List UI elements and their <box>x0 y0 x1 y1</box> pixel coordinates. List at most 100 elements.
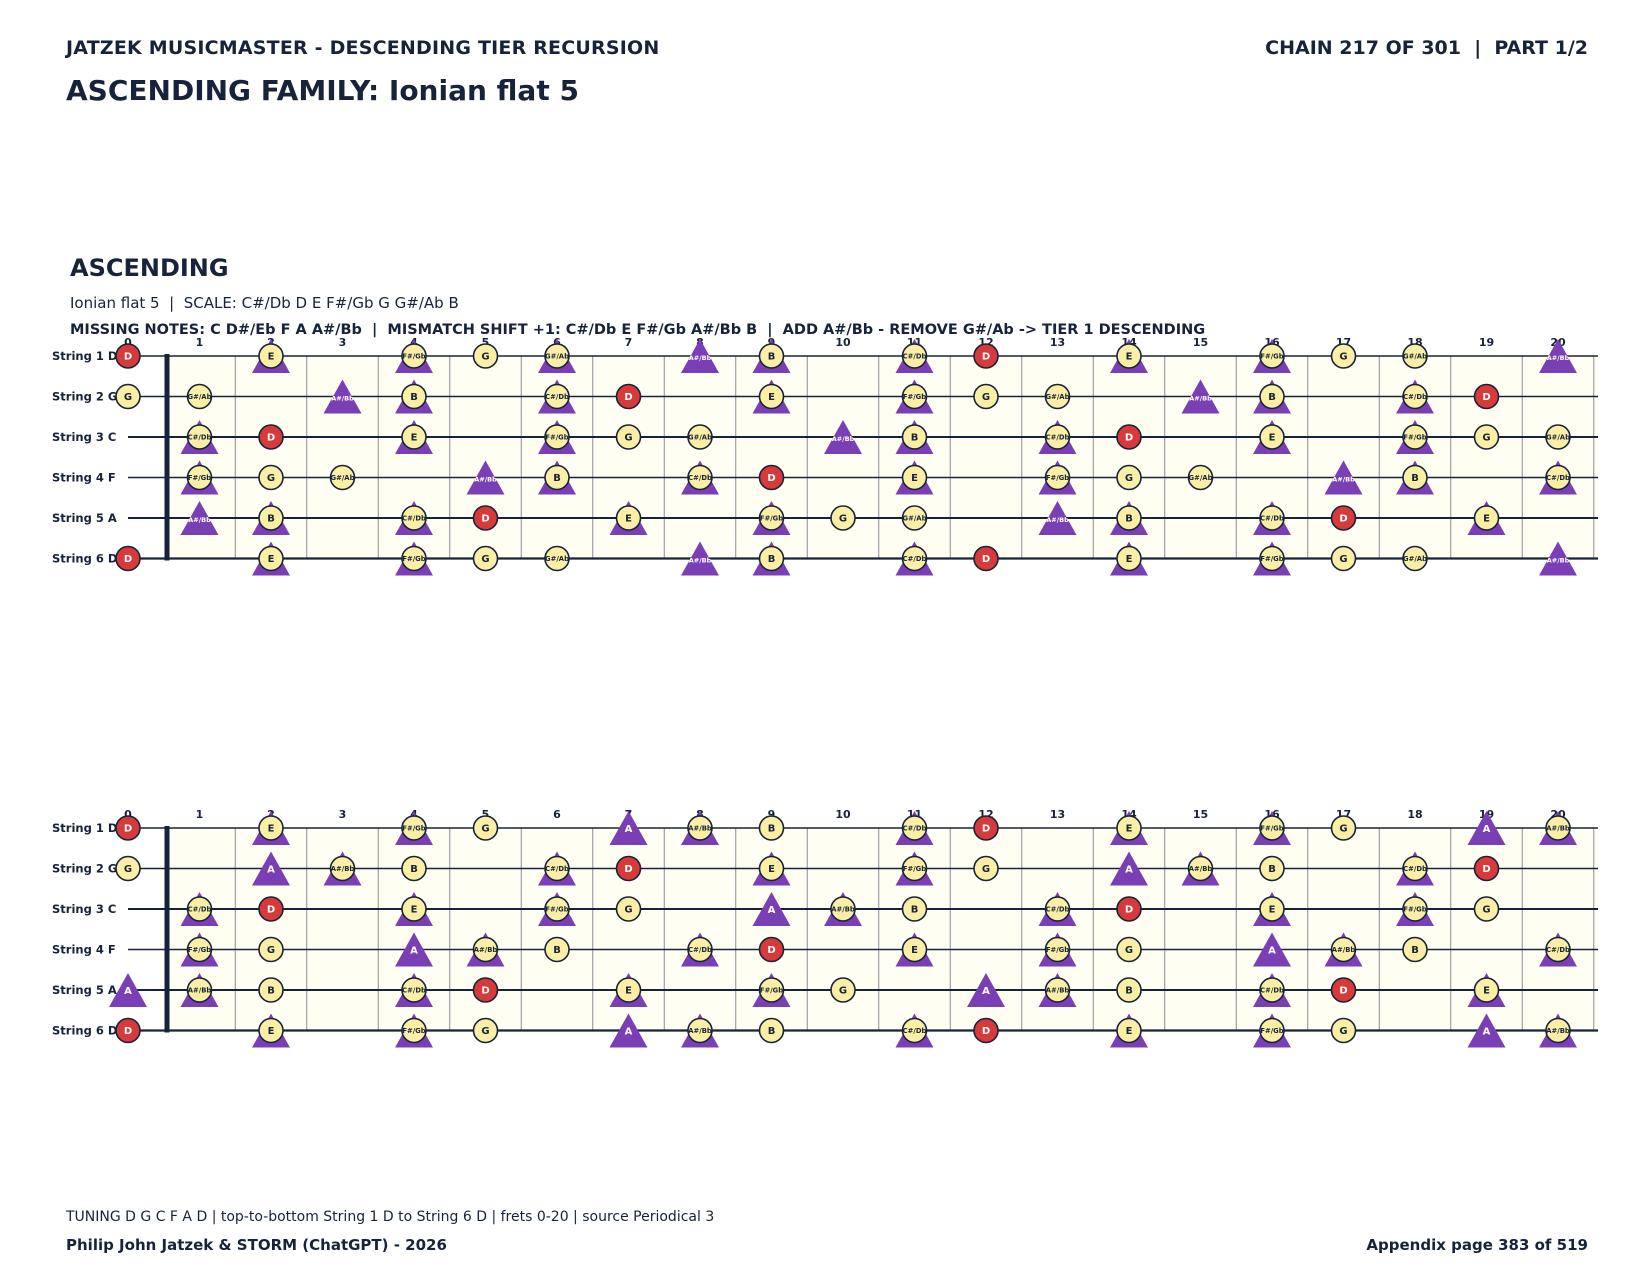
note-label: D <box>982 554 990 565</box>
note-label: F#/Gb <box>1260 555 1283 563</box>
note-label: A#/Bb <box>331 395 354 403</box>
note-label: A#/Bb <box>474 946 498 954</box>
scale-note-dot <box>401 545 427 572</box>
note-label: C#/Db <box>903 1027 927 1035</box>
note-label: D <box>767 945 775 956</box>
note-label: B <box>768 352 776 363</box>
fret-number: 1 <box>196 336 204 349</box>
note-label: G <box>624 905 632 916</box>
note-label: B <box>1411 473 1419 484</box>
note-label: B <box>1125 986 1133 997</box>
note-label: G#/Ab <box>688 434 712 442</box>
scale-note-dot <box>973 855 999 882</box>
note-label: D <box>481 514 489 525</box>
tier-marker-triangle <box>609 1013 648 1048</box>
note-label: G#/Ab <box>903 515 927 523</box>
tier-marker-triangle <box>1110 851 1148 886</box>
root-note-dot <box>115 343 141 369</box>
note-label: F#/Gb <box>188 946 211 954</box>
note-label: F#/Gb <box>760 987 783 995</box>
scale-note-dot <box>1187 855 1214 882</box>
scale-note-dot <box>1402 545 1428 572</box>
root-note-dot <box>115 545 141 572</box>
scale-note-dot <box>1402 936 1428 963</box>
scale-note-dot <box>758 383 785 410</box>
footer-credit: Philip John Jatzek & STORM (ChatGPT) - 2… <box>66 1236 447 1254</box>
scale-note-dot <box>472 1017 499 1044</box>
fret-number: 13 <box>1050 336 1065 349</box>
note-label: D <box>982 824 990 835</box>
scale-note-dot <box>1116 936 1142 963</box>
note-label: G <box>982 392 990 403</box>
scale-note-dot <box>901 343 928 369</box>
scale-note-dot <box>186 896 213 922</box>
note-label: E <box>1269 433 1276 444</box>
fret-number: 6 <box>553 808 561 821</box>
scale-note-dot <box>1259 855 1285 882</box>
note-label: G <box>1125 473 1133 484</box>
fret-number: 0 <box>124 808 132 821</box>
root-note-dot <box>1116 424 1142 450</box>
note-label: C#/Db <box>1546 946 1570 954</box>
note-label: F#/Gb <box>903 393 926 401</box>
note-label: A#/Bb <box>831 906 855 914</box>
scale-note-dot <box>544 855 570 882</box>
note-label: A#/Bb <box>331 865 355 873</box>
root-note-dot <box>1473 855 1500 882</box>
family-title: ASCENDING FAMILY: Ionian flat 5 <box>66 74 579 107</box>
note-label: D <box>982 1026 990 1037</box>
note-label: A#/Bb <box>1189 395 1212 403</box>
note-label: G#/Ab <box>331 474 355 482</box>
note-label: G <box>624 433 632 444</box>
note-label: B <box>267 514 275 525</box>
missing-notes-line: MISSING NOTES: C D#/Eb F A A#/Bb | MISMA… <box>70 322 1206 338</box>
scale-note-dot <box>401 815 427 841</box>
note-label: A <box>768 905 776 916</box>
fret-number: 3 <box>339 808 347 821</box>
note-label: D <box>124 1026 132 1037</box>
note-label: E <box>268 554 275 565</box>
note-label: F#/Gb <box>402 555 425 563</box>
note-label: E <box>625 514 632 525</box>
string-label: String 4 F <box>52 471 116 485</box>
note-label: F#/Gb <box>1260 1027 1283 1035</box>
scale-note-dot <box>472 936 499 963</box>
tier-marker-triangle <box>967 973 1005 1007</box>
scale-note-dot <box>758 343 785 369</box>
note-label: B <box>911 433 919 444</box>
note-label: A <box>1268 946 1276 957</box>
fretboard-diagram-bottom: 01234567891011121314151617181920String 1… <box>52 808 1598 1048</box>
scale-note-dot <box>901 936 928 963</box>
note-label: F#/Gb <box>545 434 568 442</box>
scale-note-dot <box>329 855 356 882</box>
note-label: E <box>1126 554 1133 565</box>
note-label: A <box>410 946 418 957</box>
note-label: F#/Gb <box>1046 474 1069 482</box>
note-label: A#/Bb <box>689 557 712 565</box>
note-label: E <box>268 352 275 363</box>
scale-note-dot <box>758 505 785 531</box>
tier-marker-triangle <box>609 811 648 845</box>
header-title: JATZEK MUSICMASTER - DESCENDING TIER REC… <box>66 37 660 59</box>
root-note-dot <box>758 464 785 491</box>
note-label: G <box>481 824 489 835</box>
note-label: E <box>1126 1026 1133 1037</box>
note-label: B <box>1125 514 1133 525</box>
note-label: G#/Ab <box>1546 434 1570 442</box>
note-label: E <box>911 473 918 484</box>
note-label: A#/Bb <box>1546 825 1570 833</box>
scale-note-dot <box>615 977 642 1003</box>
note-label: A#/Bb <box>188 516 211 524</box>
note-label: A#/Bb <box>474 476 497 484</box>
string-label: String 5 A <box>52 511 117 525</box>
scale-note-dot <box>1116 505 1142 531</box>
note-label: G#/Ab <box>545 555 569 563</box>
tier-marker-triangle <box>323 379 362 414</box>
note-label: C#/Db <box>1403 393 1427 401</box>
note-label: B <box>1268 864 1276 875</box>
note-label: E <box>411 433 418 444</box>
root-note-dot <box>973 815 999 841</box>
note-label: C#/Db <box>1260 987 1284 995</box>
note-label: G#/Ab <box>545 353 569 361</box>
note-label: E <box>768 392 775 403</box>
